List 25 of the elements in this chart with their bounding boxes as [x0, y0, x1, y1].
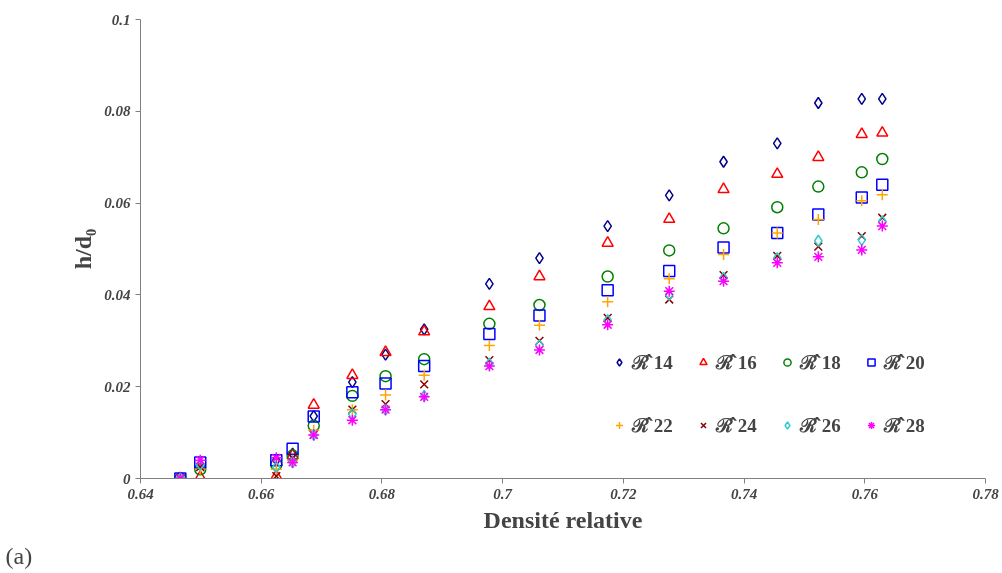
legend-label: ℛ̂ 28 — [884, 413, 926, 438]
legend-label: ℛ̂ 26 — [800, 413, 842, 438]
x-axis-title: Densité relative — [483, 506, 643, 533]
x-tick-label: 0.76 — [851, 485, 879, 502]
y-tick-label: 0 — [123, 470, 131, 487]
legend-label: ℛ̂ 20 — [884, 350, 926, 375]
x-tick-label: 0.78 — [972, 485, 1000, 502]
legend-label: ℛ̂ 22 — [632, 413, 674, 438]
y-tick-label: 0.02 — [104, 378, 131, 395]
legend-label: ℛ̂ 18 — [800, 350, 842, 375]
y-axis-title: h/d₀ — [70, 228, 97, 270]
x-tick-label: 0.74 — [730, 485, 758, 502]
x-tick-label: 0.7 — [493, 485, 513, 502]
x-tick-label: 0.68 — [368, 485, 396, 502]
text: (a) — [5, 542, 33, 569]
legend-label: ℛ̂ 24 — [716, 413, 758, 438]
x-tick-label: 0.64 — [127, 485, 155, 502]
y-tick-label: 0.08 — [104, 103, 131, 120]
legend-label: ℛ̂ 14 — [632, 350, 674, 375]
y-tick-label: 0.06 — [104, 195, 131, 212]
y-tick-label: 0.1 — [111, 11, 131, 28]
legend-label: ℛ̂ 16 — [716, 350, 758, 375]
x-tick-label: 0.72 — [610, 485, 637, 502]
x-tick-label: 0.66 — [248, 485, 275, 502]
y-tick-label: 0.04 — [104, 286, 131, 303]
